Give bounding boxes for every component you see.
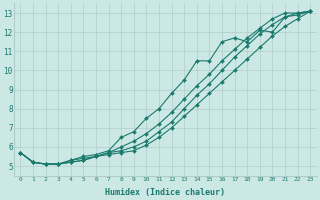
X-axis label: Humidex (Indice chaleur): Humidex (Indice chaleur) [105, 188, 225, 197]
